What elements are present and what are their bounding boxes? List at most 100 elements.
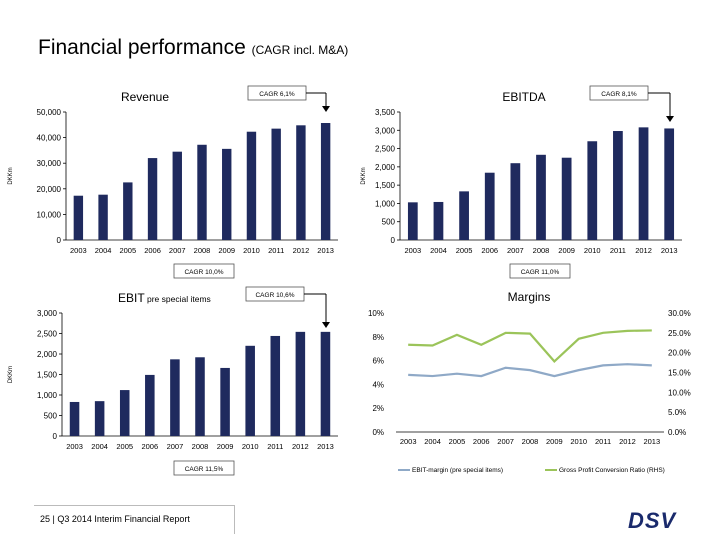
ebitda-cagr-label: CAGR 8,1% bbox=[601, 91, 637, 98]
ebit-cagr-above-box bbox=[173, 263, 235, 279]
chart2-y-tick-label: 1,000 bbox=[37, 391, 58, 400]
chart0-x-tick-label: 2003 bbox=[70, 246, 87, 255]
chart1-y-axis-label: DKKm bbox=[361, 167, 367, 184]
margins-right-tick-label: 15.0% bbox=[668, 369, 691, 378]
margins-series-line-1 bbox=[408, 329, 652, 363]
chart0-x-tick-label: 2009 bbox=[218, 246, 235, 255]
chart2-x-tick-label: 2006 bbox=[141, 442, 158, 451]
chart2-bar-2010 bbox=[245, 345, 255, 436]
chart1-x-tick-label: 2009 bbox=[558, 246, 575, 255]
margins-series-line-0 bbox=[408, 363, 652, 378]
chart1-bar-2009 bbox=[561, 157, 572, 240]
chart1-x-tick-label: 2003 bbox=[404, 246, 421, 255]
revenue-cagr-arrow bbox=[322, 106, 330, 112]
ebit-title-suffix: pre special items bbox=[147, 294, 211, 304]
ebit-cagr-bottom-box bbox=[173, 460, 235, 476]
chart2-y-tick-label: 0 bbox=[53, 432, 58, 441]
margins-x-tick-label: 2006 bbox=[473, 437, 490, 446]
chart2-y-tick-label: 2,500 bbox=[37, 330, 58, 339]
chart1-bar-2011 bbox=[613, 131, 623, 240]
margins-x-tick-label: 2009 bbox=[546, 437, 563, 446]
chart0-y-tick-label: 30,000 bbox=[37, 159, 62, 168]
footer: 25 | Q3 2014 Interim Financial Report bbox=[34, 505, 235, 534]
chart0-bar-2003 bbox=[73, 195, 84, 240]
margins-right-tick-label: 5.0% bbox=[668, 408, 686, 417]
margins-left-tick-label: 8% bbox=[372, 333, 384, 342]
chart1-x-tick-label: 2005 bbox=[456, 246, 473, 255]
chart1-x-tick-label: 2012 bbox=[635, 246, 652, 255]
ebit-cagr-label: CAGR 10,6% bbox=[255, 292, 294, 299]
chart2-y-tick-label: 3,000 bbox=[37, 309, 58, 318]
chart2-bar-2007 bbox=[170, 359, 180, 436]
margins-left-tick-label: 4% bbox=[372, 380, 384, 389]
chart0-x-tick-label: 2010 bbox=[243, 246, 260, 255]
ebitda-cagr-arrow bbox=[666, 116, 674, 122]
chart0-x-tick-label: 2012 bbox=[293, 246, 310, 255]
chart2-y-tick-label: 2,000 bbox=[37, 350, 58, 359]
margins-x-tick-label: 2004 bbox=[424, 437, 441, 446]
margins-right-tick-label: 25.0% bbox=[668, 329, 691, 338]
chart1-y-tick-label: 500 bbox=[382, 218, 396, 227]
chart2-x-tick-label: 2007 bbox=[167, 442, 184, 451]
chart1-bar-2003 bbox=[407, 202, 418, 240]
chart1-x-tick-label: 2011 bbox=[610, 246, 626, 255]
chart1-x-tick-label: 2013 bbox=[661, 246, 678, 255]
margins-right-tick-label: 0.0% bbox=[668, 428, 686, 437]
chart0-x-tick-label: 2013 bbox=[317, 246, 334, 255]
chart0-bar-2008 bbox=[197, 144, 207, 240]
ebit-cagr-bottom-label: CAGR 11,5% bbox=[185, 466, 224, 473]
margins-left-tick-label: 2% bbox=[372, 404, 384, 413]
chart1-y-tick-label: 2,500 bbox=[375, 145, 396, 154]
chart2-bar-2004 bbox=[94, 401, 105, 436]
chart1-bar-2005 bbox=[459, 191, 469, 240]
chart0-bar-2010 bbox=[246, 131, 257, 240]
chart2-y-axis-label: DKKm bbox=[8, 366, 14, 383]
chart1-y-tick-label: 0 bbox=[391, 236, 396, 245]
chart1-bar-2008 bbox=[536, 154, 546, 240]
chart2-bar-2008 bbox=[195, 357, 205, 436]
revenue-title: Revenue bbox=[121, 90, 169, 104]
chart2-x-tick-label: 2003 bbox=[66, 442, 83, 451]
chart2-bar-2013 bbox=[320, 331, 331, 436]
chart2-bar-2006 bbox=[145, 374, 155, 436]
chart2-x-tick-label: 2009 bbox=[217, 442, 234, 451]
ebit-title: EBIT bbox=[118, 291, 145, 305]
margins-left-tick-label: 10% bbox=[368, 309, 384, 318]
chart0-x-tick-label: 2011 bbox=[268, 246, 284, 255]
chart1-bar-2012 bbox=[638, 127, 649, 240]
chart2-x-tick-label: 2008 bbox=[192, 442, 209, 451]
chart0-y-axis-label: DKKm bbox=[8, 167, 14, 184]
chart1-bar-2010 bbox=[587, 141, 598, 240]
chart0-y-tick-label: 0 bbox=[57, 236, 62, 245]
chart0-bar-2011 bbox=[271, 128, 281, 240]
margins-left-tick-label: 0% bbox=[372, 428, 384, 437]
margins-legend-label-0: EBIT-margin (pre special items) bbox=[412, 467, 503, 474]
margins-x-tick-label: 2012 bbox=[619, 437, 636, 446]
margins-title: Margins bbox=[508, 290, 551, 304]
chart0-y-tick-label: 20,000 bbox=[37, 185, 62, 194]
chart1-x-tick-label: 2004 bbox=[430, 246, 447, 255]
chart2-x-tick-label: 2010 bbox=[242, 442, 259, 451]
chart0-bar-2005 bbox=[123, 182, 133, 240]
chart2-bar-2005 bbox=[119, 390, 130, 436]
chart1-y-tick-label: 2,000 bbox=[375, 163, 396, 172]
chart0-bar-2006 bbox=[147, 158, 158, 240]
chart2-x-tick-label: 2013 bbox=[317, 442, 334, 451]
margins-x-tick-label: 2013 bbox=[643, 437, 660, 446]
chart1-y-tick-label: 1,500 bbox=[375, 181, 396, 190]
margins-x-tick-label: 2008 bbox=[522, 437, 539, 446]
dsv-logo: DSV bbox=[628, 508, 677, 533]
chart0-bar-2012 bbox=[296, 125, 306, 240]
chart0-bar-2013 bbox=[320, 123, 331, 240]
chart0-x-tick-label: 2006 bbox=[144, 246, 161, 255]
chart0-x-tick-label: 2008 bbox=[194, 246, 211, 255]
margins-x-tick-label: 2011 bbox=[595, 437, 611, 446]
chart2-x-tick-label: 2004 bbox=[91, 442, 108, 451]
chart1-x-tick-label: 2010 bbox=[584, 246, 601, 255]
chart1-bar-2004 bbox=[433, 201, 444, 240]
chart0-y-tick-label: 10,000 bbox=[37, 210, 62, 219]
ebit-cagr-above-label: CAGR 10,0% bbox=[184, 269, 223, 276]
ebitda-cagr-bottom-label: CAGR 11,0% bbox=[521, 269, 560, 276]
chart2-bar-2003 bbox=[69, 401, 80, 436]
